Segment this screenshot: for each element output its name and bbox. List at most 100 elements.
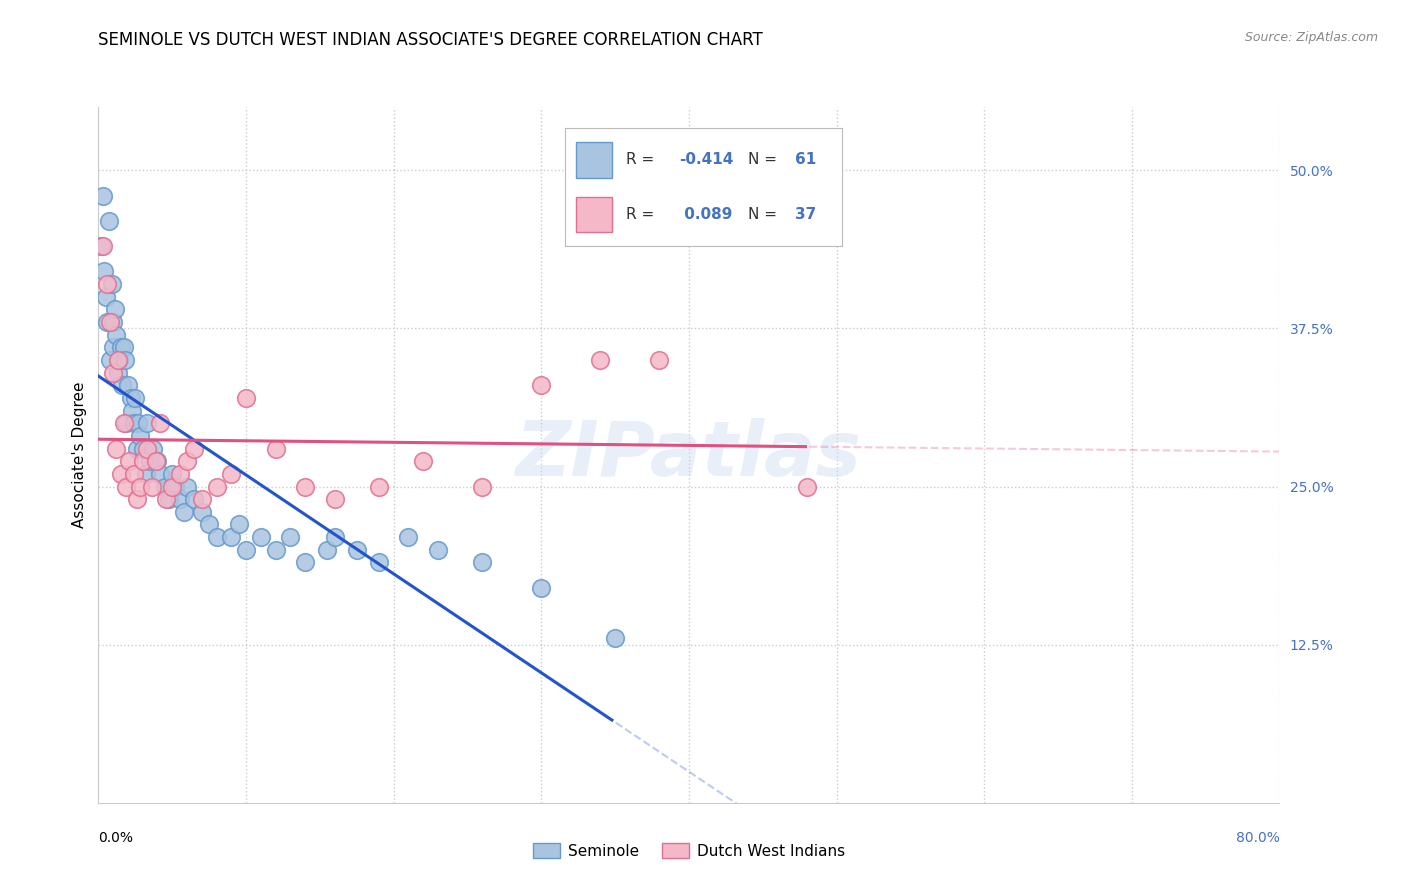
Point xyxy=(96,315,118,329)
Text: SEMINOLE VS DUTCH WEST INDIAN ASSOCIATE'S DEGREE CORRELATION CHART: SEMINOLE VS DUTCH WEST INDIAN ASSOCIATE'… xyxy=(98,31,763,49)
Point xyxy=(104,302,127,317)
Point xyxy=(91,188,114,202)
Point xyxy=(176,479,198,493)
Point xyxy=(105,327,128,342)
FancyBboxPatch shape xyxy=(576,196,612,232)
Text: N =: N = xyxy=(748,207,782,222)
FancyBboxPatch shape xyxy=(576,142,612,178)
Point xyxy=(323,530,346,544)
Point xyxy=(127,417,149,431)
Point xyxy=(128,429,150,443)
Text: 0.0%: 0.0% xyxy=(98,830,134,845)
Text: 80.0%: 80.0% xyxy=(1236,830,1279,845)
Point xyxy=(136,417,159,431)
Point xyxy=(162,479,183,493)
Point xyxy=(250,530,273,544)
Point xyxy=(98,353,121,368)
Point xyxy=(146,454,169,468)
Point xyxy=(205,530,228,544)
Point xyxy=(346,542,368,557)
Point xyxy=(323,492,346,507)
Point xyxy=(121,403,143,417)
Point xyxy=(530,378,553,392)
Point xyxy=(648,353,671,368)
Point xyxy=(191,505,214,519)
Point xyxy=(427,542,450,557)
Point xyxy=(118,454,141,468)
Text: R =: R = xyxy=(626,207,659,222)
Point xyxy=(316,542,339,557)
Text: R =: R = xyxy=(626,153,659,168)
Point xyxy=(105,442,128,456)
Y-axis label: Associate's Degree: Associate's Degree xyxy=(72,382,87,528)
Point xyxy=(93,264,115,278)
Point xyxy=(124,391,146,405)
Point xyxy=(107,353,129,368)
Point xyxy=(94,290,117,304)
Point xyxy=(111,378,134,392)
Point xyxy=(136,442,159,456)
Point xyxy=(191,492,214,507)
Point xyxy=(153,479,176,493)
Point xyxy=(139,454,162,468)
Point xyxy=(169,467,191,481)
Text: N =: N = xyxy=(748,153,782,168)
Point xyxy=(294,556,316,570)
Point xyxy=(264,542,287,557)
Point xyxy=(145,454,167,468)
Point xyxy=(120,391,142,405)
Point xyxy=(235,542,257,557)
Point xyxy=(796,479,818,493)
Point xyxy=(112,417,135,431)
Point xyxy=(605,632,627,646)
Point xyxy=(173,505,195,519)
Point xyxy=(132,442,155,456)
Text: 0.089: 0.089 xyxy=(679,207,733,222)
Point xyxy=(103,315,125,329)
Point xyxy=(141,479,163,493)
Point xyxy=(117,378,139,392)
Point xyxy=(103,366,125,380)
Point xyxy=(176,454,198,468)
Point xyxy=(96,277,118,292)
Point xyxy=(205,479,228,493)
Point xyxy=(122,467,145,481)
Point xyxy=(128,479,150,493)
Text: 61: 61 xyxy=(796,153,817,168)
Point xyxy=(135,467,157,481)
Point xyxy=(149,417,172,431)
Legend: Seminole, Dutch West Indians: Seminole, Dutch West Indians xyxy=(527,837,851,864)
Point xyxy=(90,239,112,253)
Point xyxy=(107,366,129,380)
Point xyxy=(157,492,180,507)
Point xyxy=(165,479,187,493)
Point xyxy=(169,492,191,507)
Point xyxy=(110,340,132,354)
Point xyxy=(108,353,131,368)
Point xyxy=(97,214,120,228)
Point xyxy=(142,442,165,456)
Point xyxy=(132,454,155,468)
Point xyxy=(110,467,132,481)
Point xyxy=(471,479,494,493)
Point xyxy=(219,530,242,544)
Point xyxy=(125,492,148,507)
Point xyxy=(183,442,205,456)
Point xyxy=(122,417,145,431)
Point xyxy=(112,340,135,354)
Point xyxy=(412,454,434,468)
Point xyxy=(98,315,121,329)
Point xyxy=(162,467,183,481)
Point xyxy=(114,353,136,368)
Point xyxy=(368,479,391,493)
Point xyxy=(235,391,257,405)
Point xyxy=(589,353,612,368)
Text: 37: 37 xyxy=(796,207,817,222)
Point xyxy=(264,442,287,456)
Point xyxy=(103,340,125,354)
Point xyxy=(396,530,419,544)
Point xyxy=(294,479,316,493)
Point xyxy=(115,417,138,431)
Point xyxy=(155,492,177,507)
Point xyxy=(149,467,172,481)
